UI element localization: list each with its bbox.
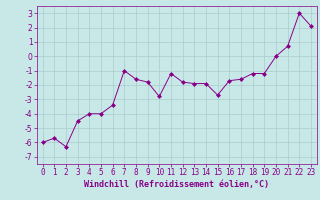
- X-axis label: Windchill (Refroidissement éolien,°C): Windchill (Refroidissement éolien,°C): [84, 180, 269, 189]
